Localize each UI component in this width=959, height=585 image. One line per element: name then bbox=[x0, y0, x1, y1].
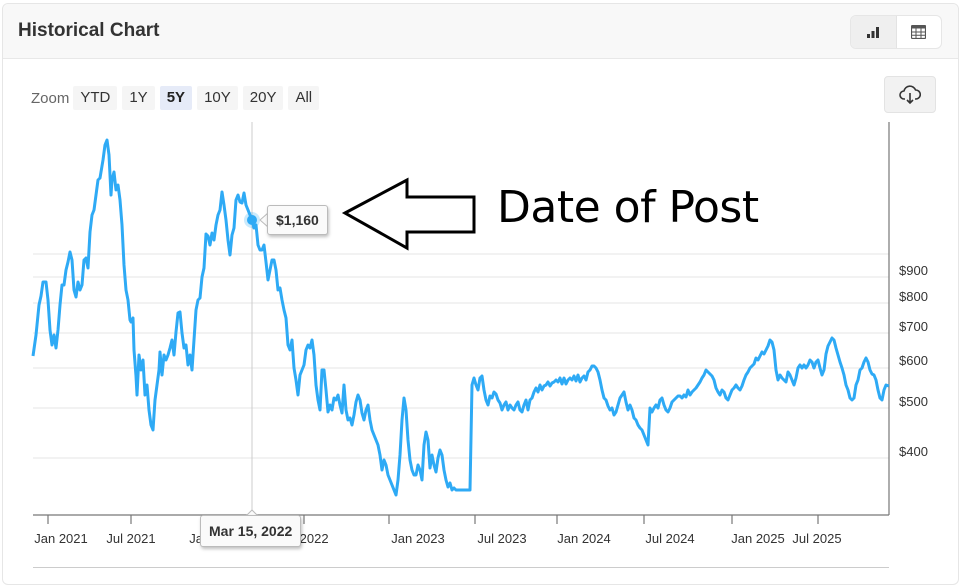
export-button[interactable] bbox=[884, 76, 936, 113]
date-tooltip: Mar 15, 2022 bbox=[200, 515, 302, 547]
zoom-20y-button[interactable]: 20Y bbox=[242, 86, 284, 110]
x-axis-ticks bbox=[47, 515, 819, 524]
y-tick-900: $900 bbox=[899, 263, 928, 278]
view-toggle bbox=[850, 15, 942, 49]
x-tick-jan-2025: Jan 2025 bbox=[731, 531, 785, 546]
zoom-label: Zoom bbox=[31, 89, 70, 107]
value-tooltip: $1,160 bbox=[267, 205, 328, 235]
zoom-5y-button[interactable]: 5Y bbox=[159, 86, 193, 110]
x-tick-jul-2024: Jul 2024 bbox=[645, 531, 695, 546]
x-tick-jul-2021: Jul 2021 bbox=[106, 531, 156, 546]
cloud-download-icon bbox=[899, 84, 921, 104]
x-tick-jan-2023: Jan 2023 bbox=[391, 531, 445, 546]
price-line bbox=[31, 138, 890, 497]
y-tick-600: $600 bbox=[899, 353, 928, 368]
y-tick-800: $800 bbox=[899, 289, 928, 304]
x-tick-jan-2021: Jan 2021 bbox=[34, 531, 88, 546]
table-view-button[interactable] bbox=[897, 16, 942, 48]
zoom-10y-button[interactable]: 10Y bbox=[197, 86, 238, 110]
zoom-selector: Zoom YTD 1Y 5Y 10Y 20Y All bbox=[31, 86, 324, 110]
bar-chart-icon bbox=[867, 27, 880, 38]
table-icon bbox=[911, 25, 927, 39]
y-tick-400: $400 bbox=[899, 444, 928, 459]
y-tick-500: $500 bbox=[899, 394, 928, 409]
x-tick-jul-2025: Jul 2025 bbox=[792, 531, 842, 546]
zoom-ytd-button[interactable]: YTD bbox=[73, 86, 118, 110]
zoom-1y-button[interactable]: 1Y bbox=[122, 86, 155, 110]
x-tick-jul-2023: Jul 2023 bbox=[477, 531, 527, 546]
date-of-post-annotation: Date of Post bbox=[497, 182, 759, 233]
card-header: Historical Chart bbox=[3, 4, 958, 59]
highlight-point bbox=[247, 215, 257, 225]
x-tick-jan-2024: Jan 2024 bbox=[557, 531, 611, 546]
navigator-divider bbox=[33, 567, 889, 568]
price-chart[interactable] bbox=[0, 0, 959, 569]
y-tick-700: $700 bbox=[899, 319, 928, 334]
left-arrow-icon bbox=[341, 177, 476, 251]
zoom-all-button[interactable]: All bbox=[288, 86, 320, 110]
page-title: Historical Chart bbox=[18, 20, 160, 41]
chart-view-button[interactable] bbox=[851, 16, 897, 48]
